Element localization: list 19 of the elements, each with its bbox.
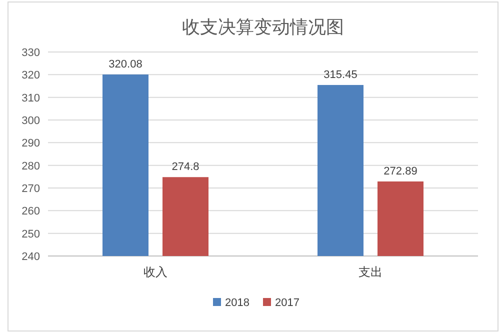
- x-tick-label: 收入: [144, 265, 168, 279]
- data-label: 315.45: [324, 68, 358, 81]
- legend-label: 2017: [275, 297, 300, 309]
- y-tick-label: 320: [22, 70, 40, 82]
- y-tick-label: 280: [22, 160, 40, 172]
- y-tick-label: 300: [22, 115, 40, 127]
- y-tick-label: 270: [22, 183, 40, 195]
- data-label: 320.08: [108, 58, 142, 70]
- data-label: 272.89: [384, 165, 418, 178]
- y-tick-label: 240: [22, 251, 40, 263]
- legend-label: 2018: [225, 297, 250, 309]
- y-tick-label: 310: [22, 92, 40, 104]
- y-tick-label: 260: [22, 206, 40, 218]
- chart-title: 收支决算变动情况图: [182, 17, 344, 37]
- data-label: 274.8: [172, 161, 200, 174]
- y-tick-label: 330: [22, 47, 40, 59]
- y-tick-label: 290: [22, 138, 40, 150]
- x-tick-label: 支出: [358, 265, 382, 279]
- y-tick-label: 250: [22, 228, 40, 240]
